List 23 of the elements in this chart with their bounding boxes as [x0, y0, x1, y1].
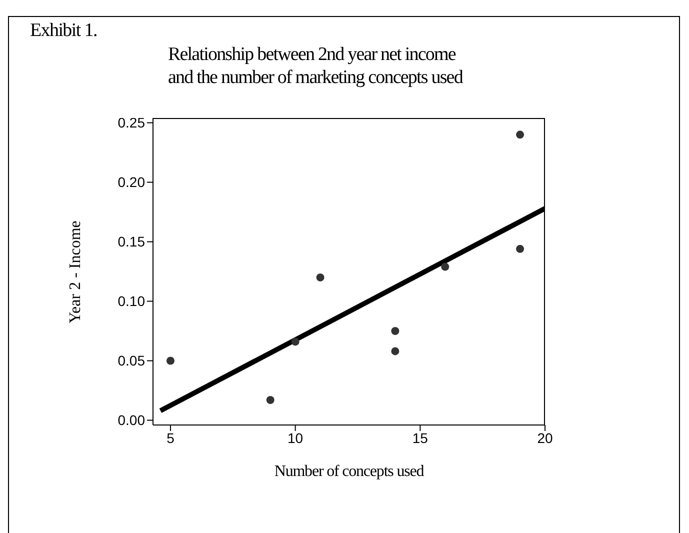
chart-title: Relationship between 2nd year net income and the number of marketing concepts used [168, 43, 464, 89]
x-axis-title: Number of concepts used [273, 463, 425, 481]
y-tick-label: 0.10 [118, 293, 146, 310]
point [316, 273, 324, 282]
y-axis-title: Year 2 - Income [67, 220, 85, 323]
point [166, 356, 174, 365]
text: Exhibit 1. [30, 20, 97, 42]
y-tick-label: 0.00 [118, 412, 146, 428]
point [391, 347, 400, 356]
x-tick-label: 10 [288, 430, 304, 446]
point [266, 396, 274, 404]
point [391, 326, 400, 335]
x-tick-label: 20 [537, 430, 553, 446]
point [516, 130, 524, 139]
y-tick-label: 0.20 [118, 174, 146, 190]
point [291, 338, 300, 346]
point [516, 244, 524, 253]
x-tick-label: 15 [412, 430, 428, 446]
point [441, 262, 450, 271]
x-tick-label: 5 [166, 430, 175, 446]
y-tick-label: 0.05 [118, 352, 146, 369]
y-tick-label: 0.25 [118, 114, 146, 131]
y-tick-label: 0.15 [118, 234, 146, 250]
